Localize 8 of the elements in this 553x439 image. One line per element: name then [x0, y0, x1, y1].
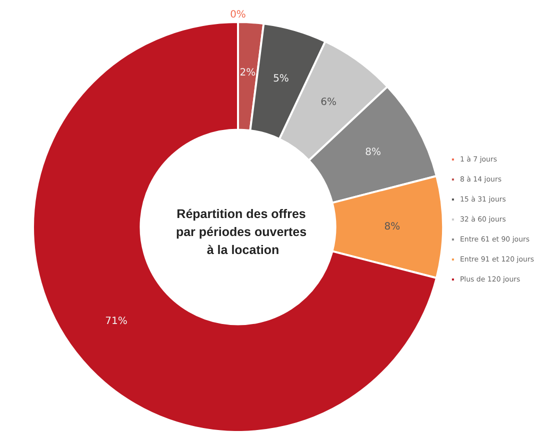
text: Répartition des offres par périodes ouvertes à la location — [176, 207, 310, 257]
data-label: 2% — [240, 68, 256, 79]
data-label: 5% — [273, 73, 289, 84]
data-label: 8% — [384, 222, 400, 232]
data-label: 71% — [105, 316, 128, 327]
text: 0% — [230, 10, 246, 20]
data-label: 6% — [320, 96, 337, 108]
data-label: 8% — [365, 147, 382, 158]
